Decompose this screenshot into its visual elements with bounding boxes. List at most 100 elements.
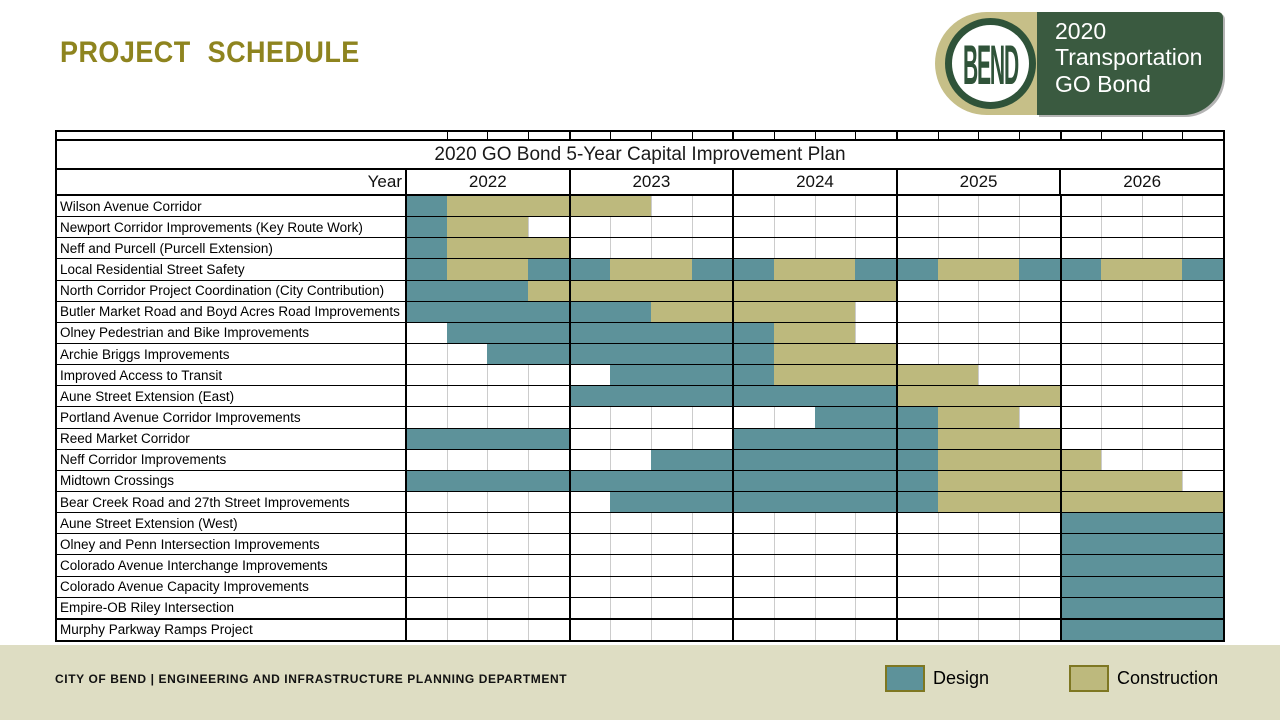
gantt-row: North Corridor Project Coordination (Cit… — [57, 280, 1223, 302]
empty-quarter-cell — [895, 280, 938, 301]
construction-bar-segment — [446, 259, 488, 280]
empty-quarter-cell — [691, 217, 733, 238]
logo-green-panel: 2020 Transportation GO Bond — [1037, 12, 1223, 115]
construction-bar-segment — [814, 365, 856, 386]
year-header-label: Year — [367, 172, 402, 191]
design-bar-segment — [1141, 619, 1183, 640]
quarter-tick — [691, 132, 733, 139]
empty-quarter-cell — [1018, 513, 1060, 534]
gantt-row: Neff and Purcell (Purcell Extension) — [57, 238, 1223, 260]
gantt-row: Aune Street Extension (West) — [57, 513, 1224, 535]
empty-quarter-cell — [650, 534, 692, 555]
gantt-row: Reed Market Corridor — [57, 428, 1223, 450]
empty-quarter-cell — [732, 619, 774, 640]
footer-text: CITY OF BEND | ENGINEERING AND INFRASTRU… — [55, 672, 568, 686]
design-bar-segment — [691, 449, 733, 470]
design-bar-segment — [610, 491, 651, 513]
design-bar-segment — [527, 259, 569, 280]
empty-quarter-cell — [610, 534, 651, 555]
empty-quarter-cell — [407, 513, 447, 533]
empty-quarter-cell — [937, 619, 979, 640]
empty-quarter-cell — [1182, 238, 1223, 259]
gantt-bar-track — [407, 534, 1224, 555]
empty-quarter-cell — [773, 619, 815, 640]
construction-bar-segment — [773, 343, 815, 365]
empty-quarter-cell — [814, 555, 856, 576]
empty-quarter-cell — [1018, 217, 1060, 238]
design-bar-segment — [1059, 259, 1102, 280]
design-bar-segment — [773, 449, 815, 470]
empty-quarter-cell — [407, 598, 447, 618]
empty-quarter-cell — [446, 449, 488, 470]
empty-quarter-cell — [814, 513, 856, 534]
design-bar-segment — [1059, 555, 1102, 576]
construction-bar-segment — [978, 470, 1019, 491]
empty-quarter-cell — [1101, 322, 1142, 343]
year-column-header: 2022 — [468, 172, 507, 191]
empty-quarter-cell — [937, 343, 979, 365]
empty-quarter-cell — [691, 576, 733, 597]
project-name-cell: Local Residential Street Safety — [57, 259, 407, 280]
design-bar-segment — [610, 343, 651, 365]
construction-bar-segment — [895, 365, 938, 386]
project-name: Newport Corridor Improvements (Key Route… — [60, 219, 363, 235]
empty-quarter-cell — [650, 407, 692, 428]
empty-quarter-cell — [650, 576, 692, 597]
empty-quarter-cell — [650, 217, 692, 238]
empty-quarter-cell — [1182, 322, 1223, 343]
empty-quarter-cell — [855, 322, 896, 343]
empty-quarter-cell — [1059, 322, 1102, 343]
design-bar-segment — [1059, 534, 1102, 555]
design-bar-segment — [691, 386, 733, 407]
design-bar-segment — [732, 322, 774, 343]
project-name: Colorado Avenue Capacity Improvements — [60, 579, 309, 595]
empty-quarter-cell — [610, 513, 651, 534]
empty-quarter-cell — [1141, 343, 1183, 365]
design-bar-segment — [1182, 597, 1224, 618]
construction-legend-label: Construction — [1117, 668, 1219, 688]
design-bar-segment — [895, 407, 938, 428]
design-bar-segment — [650, 343, 692, 365]
year-column-header: 2024 — [732, 170, 896, 194]
quarter-tick — [895, 132, 938, 139]
empty-quarter-cell — [691, 534, 733, 555]
empty-quarter-cell — [691, 238, 733, 259]
empty-quarter-cell — [527, 491, 569, 513]
empty-quarter-cell — [773, 576, 815, 597]
empty-quarter-cell — [487, 365, 528, 386]
table-title: 2020 GO Bond 5-Year Capital Improvement … — [434, 143, 846, 165]
project-name-cell: Neff and Purcell (Purcell Extension) — [57, 238, 407, 259]
design-bar-segment — [691, 259, 733, 280]
year-column-header: 2025 — [895, 170, 1060, 194]
construction-bar-segment — [937, 386, 979, 407]
project-name-cell: Wilson Avenue Corridor — [57, 196, 407, 217]
design-bar-segment — [855, 386, 896, 407]
empty-quarter-cell — [407, 344, 447, 364]
design-bar-segment — [407, 196, 447, 217]
quarter-tick — [610, 132, 651, 139]
empty-quarter-cell — [527, 555, 569, 576]
empty-quarter-cell — [814, 534, 856, 555]
empty-quarter-cell — [1018, 196, 1060, 217]
empty-quarter-cell — [1141, 449, 1183, 470]
legend: Design Construction — [885, 665, 1218, 692]
quarter-tick — [814, 132, 856, 139]
construction-bar-segment — [610, 196, 651, 217]
design-bar-segment — [773, 386, 815, 407]
design-bar-segment — [527, 428, 569, 449]
empty-quarter-cell — [855, 576, 896, 597]
construction-bar-segment — [610, 259, 651, 280]
empty-quarter-cell — [937, 576, 979, 597]
design-bar-segment — [732, 491, 774, 513]
project-name-cell: Butler Market Road and Boyd Acres Road I… — [57, 301, 407, 322]
design-bar-segment — [1101, 619, 1142, 640]
gantt-row: Colorado Avenue Capacity Improvements — [57, 576, 1224, 598]
project-name: North Corridor Project Coordination (Cit… — [60, 283, 385, 299]
empty-quarter-cell — [1141, 238, 1183, 259]
design-bar-segment — [487, 301, 528, 322]
quarter-tick — [1141, 132, 1183, 139]
empty-quarter-cell — [895, 322, 938, 343]
project-name-cell: Bear Creek Road and 27th Street Improvem… — [57, 491, 407, 513]
design-bar-segment — [855, 407, 896, 428]
gantt-row: Aune Street Extension (East) — [57, 386, 1223, 408]
